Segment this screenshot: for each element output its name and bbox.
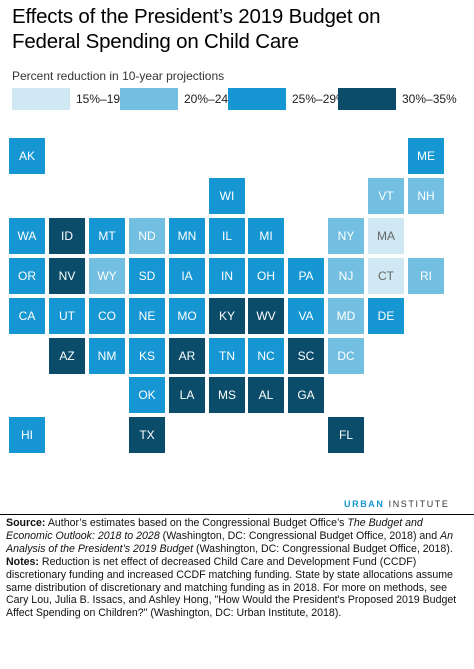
state-tile-sd: SD <box>129 258 165 294</box>
state-tile-md: MD <box>328 298 364 334</box>
state-tile-nh: NH <box>408 178 444 214</box>
notes: Notes: Reduction is net effect of decrea… <box>6 556 468 621</box>
state-tile-me: ME <box>408 138 444 174</box>
state-tile-ct: CT <box>368 258 404 294</box>
logo-institute: INSTITUTE <box>388 499 450 509</box>
footnote-divider <box>0 514 474 515</box>
state-tile-ia: IA <box>169 258 205 294</box>
state-tile-oh: OH <box>248 258 284 294</box>
state-tile-wa: WA <box>9 218 45 254</box>
legend-swatch <box>12 88 70 110</box>
title-line-2: Federal Spending on Child Care <box>12 30 299 53</box>
source-label: Source: <box>6 517 46 529</box>
state-tile-ky: KY <box>209 298 245 334</box>
state-tile-wv: WV <box>248 298 284 334</box>
state-tile-ri: RI <box>408 258 444 294</box>
state-tile-mi: MI <box>248 218 284 254</box>
state-tile-wi: WI <box>209 178 245 214</box>
source-title-1: The Budget and Economic Outlook: 2018 to… <box>6 517 423 542</box>
urban-institute-logo: URBAN INSTITUTE <box>344 499 450 509</box>
source-note: Source: Author’s estimates based on the … <box>6 517 468 556</box>
state-tile-nv: NV <box>49 258 85 294</box>
state-tile-il: IL <box>209 218 245 254</box>
state-tile-ak: AK <box>9 138 45 174</box>
title-line-1: Effects of the President’s 2019 Budget o… <box>12 5 381 28</box>
state-tile-vt: VT <box>368 178 404 214</box>
state-tile-or: OR <box>9 258 45 294</box>
state-tile-mt: MT <box>89 218 125 254</box>
legend-label: 30%–35% <box>402 92 457 106</box>
state-tile-ms: MS <box>209 377 245 413</box>
state-tile-mn: MN <box>169 218 205 254</box>
notes-label: Notes: <box>6 555 39 568</box>
state-tile-co: CO <box>89 298 125 334</box>
state-tile-hi: HI <box>9 417 45 453</box>
state-tile-ar: AR <box>169 338 205 374</box>
state-tile-mo: MO <box>169 298 205 334</box>
footnotes: Source: Author’s estimates based on the … <box>6 517 468 620</box>
state-tile-tx: TX <box>129 417 165 453</box>
state-tile-sc: SC <box>288 338 324 374</box>
legend-swatch <box>338 88 396 110</box>
map-title: Effects of the President’s 2019 Budget o… <box>12 4 462 54</box>
state-tile-in: IN <box>209 258 245 294</box>
state-tile-la: LA <box>169 377 205 413</box>
state-tile-de: DE <box>368 298 404 334</box>
logo-urban: URBAN <box>344 499 385 509</box>
state-tile-ut: UT <box>49 298 85 334</box>
state-tile-fl: FL <box>328 417 364 453</box>
state-tile-ks: KS <box>129 338 165 374</box>
source-text-1: Author’s estimates based on the Congress… <box>47 517 345 529</box>
state-tile-pa: PA <box>288 258 324 294</box>
source-text-2: (Washington, DC: Congressional Budget Of… <box>162 529 438 542</box>
legend-swatch <box>120 88 178 110</box>
state-tile-ok: OK <box>129 377 165 413</box>
source-text-3: (Washington, DC: Congressional Budget Of… <box>196 542 453 555</box>
state-tile-ga: GA <box>288 377 324 413</box>
notes-text: Reduction is net effect of decreased Chi… <box>6 555 457 620</box>
state-tile-dc: DC <box>328 338 364 374</box>
state-tile-nm: NM <box>89 338 125 374</box>
state-tile-ny: NY <box>328 218 364 254</box>
state-tile-az: AZ <box>49 338 85 374</box>
state-tile-wy: WY <box>89 258 125 294</box>
state-tile-tn: TN <box>209 338 245 374</box>
state-tile-nd: ND <box>129 218 165 254</box>
state-tile-nc: NC <box>248 338 284 374</box>
legend-heading: Percent reduction in 10-year projections <box>12 69 225 83</box>
source-title-2: An Analysis of the President’s 2019 Budg… <box>6 529 454 555</box>
state-tile-id: ID <box>49 218 85 254</box>
legend-label: 25%–29% <box>292 92 347 106</box>
state-tile-nj: NJ <box>328 258 364 294</box>
state-tile-al: AL <box>248 377 284 413</box>
legend-label: 20%–24% <box>184 92 239 106</box>
legend-label: 15%–19% <box>76 92 131 106</box>
state-tile-ne: NE <box>129 298 165 334</box>
state-tile-ca: CA <box>9 298 45 334</box>
state-tile-va: VA <box>288 298 324 334</box>
state-tile-ma: MA <box>368 218 404 254</box>
legend-swatch <box>228 88 286 110</box>
